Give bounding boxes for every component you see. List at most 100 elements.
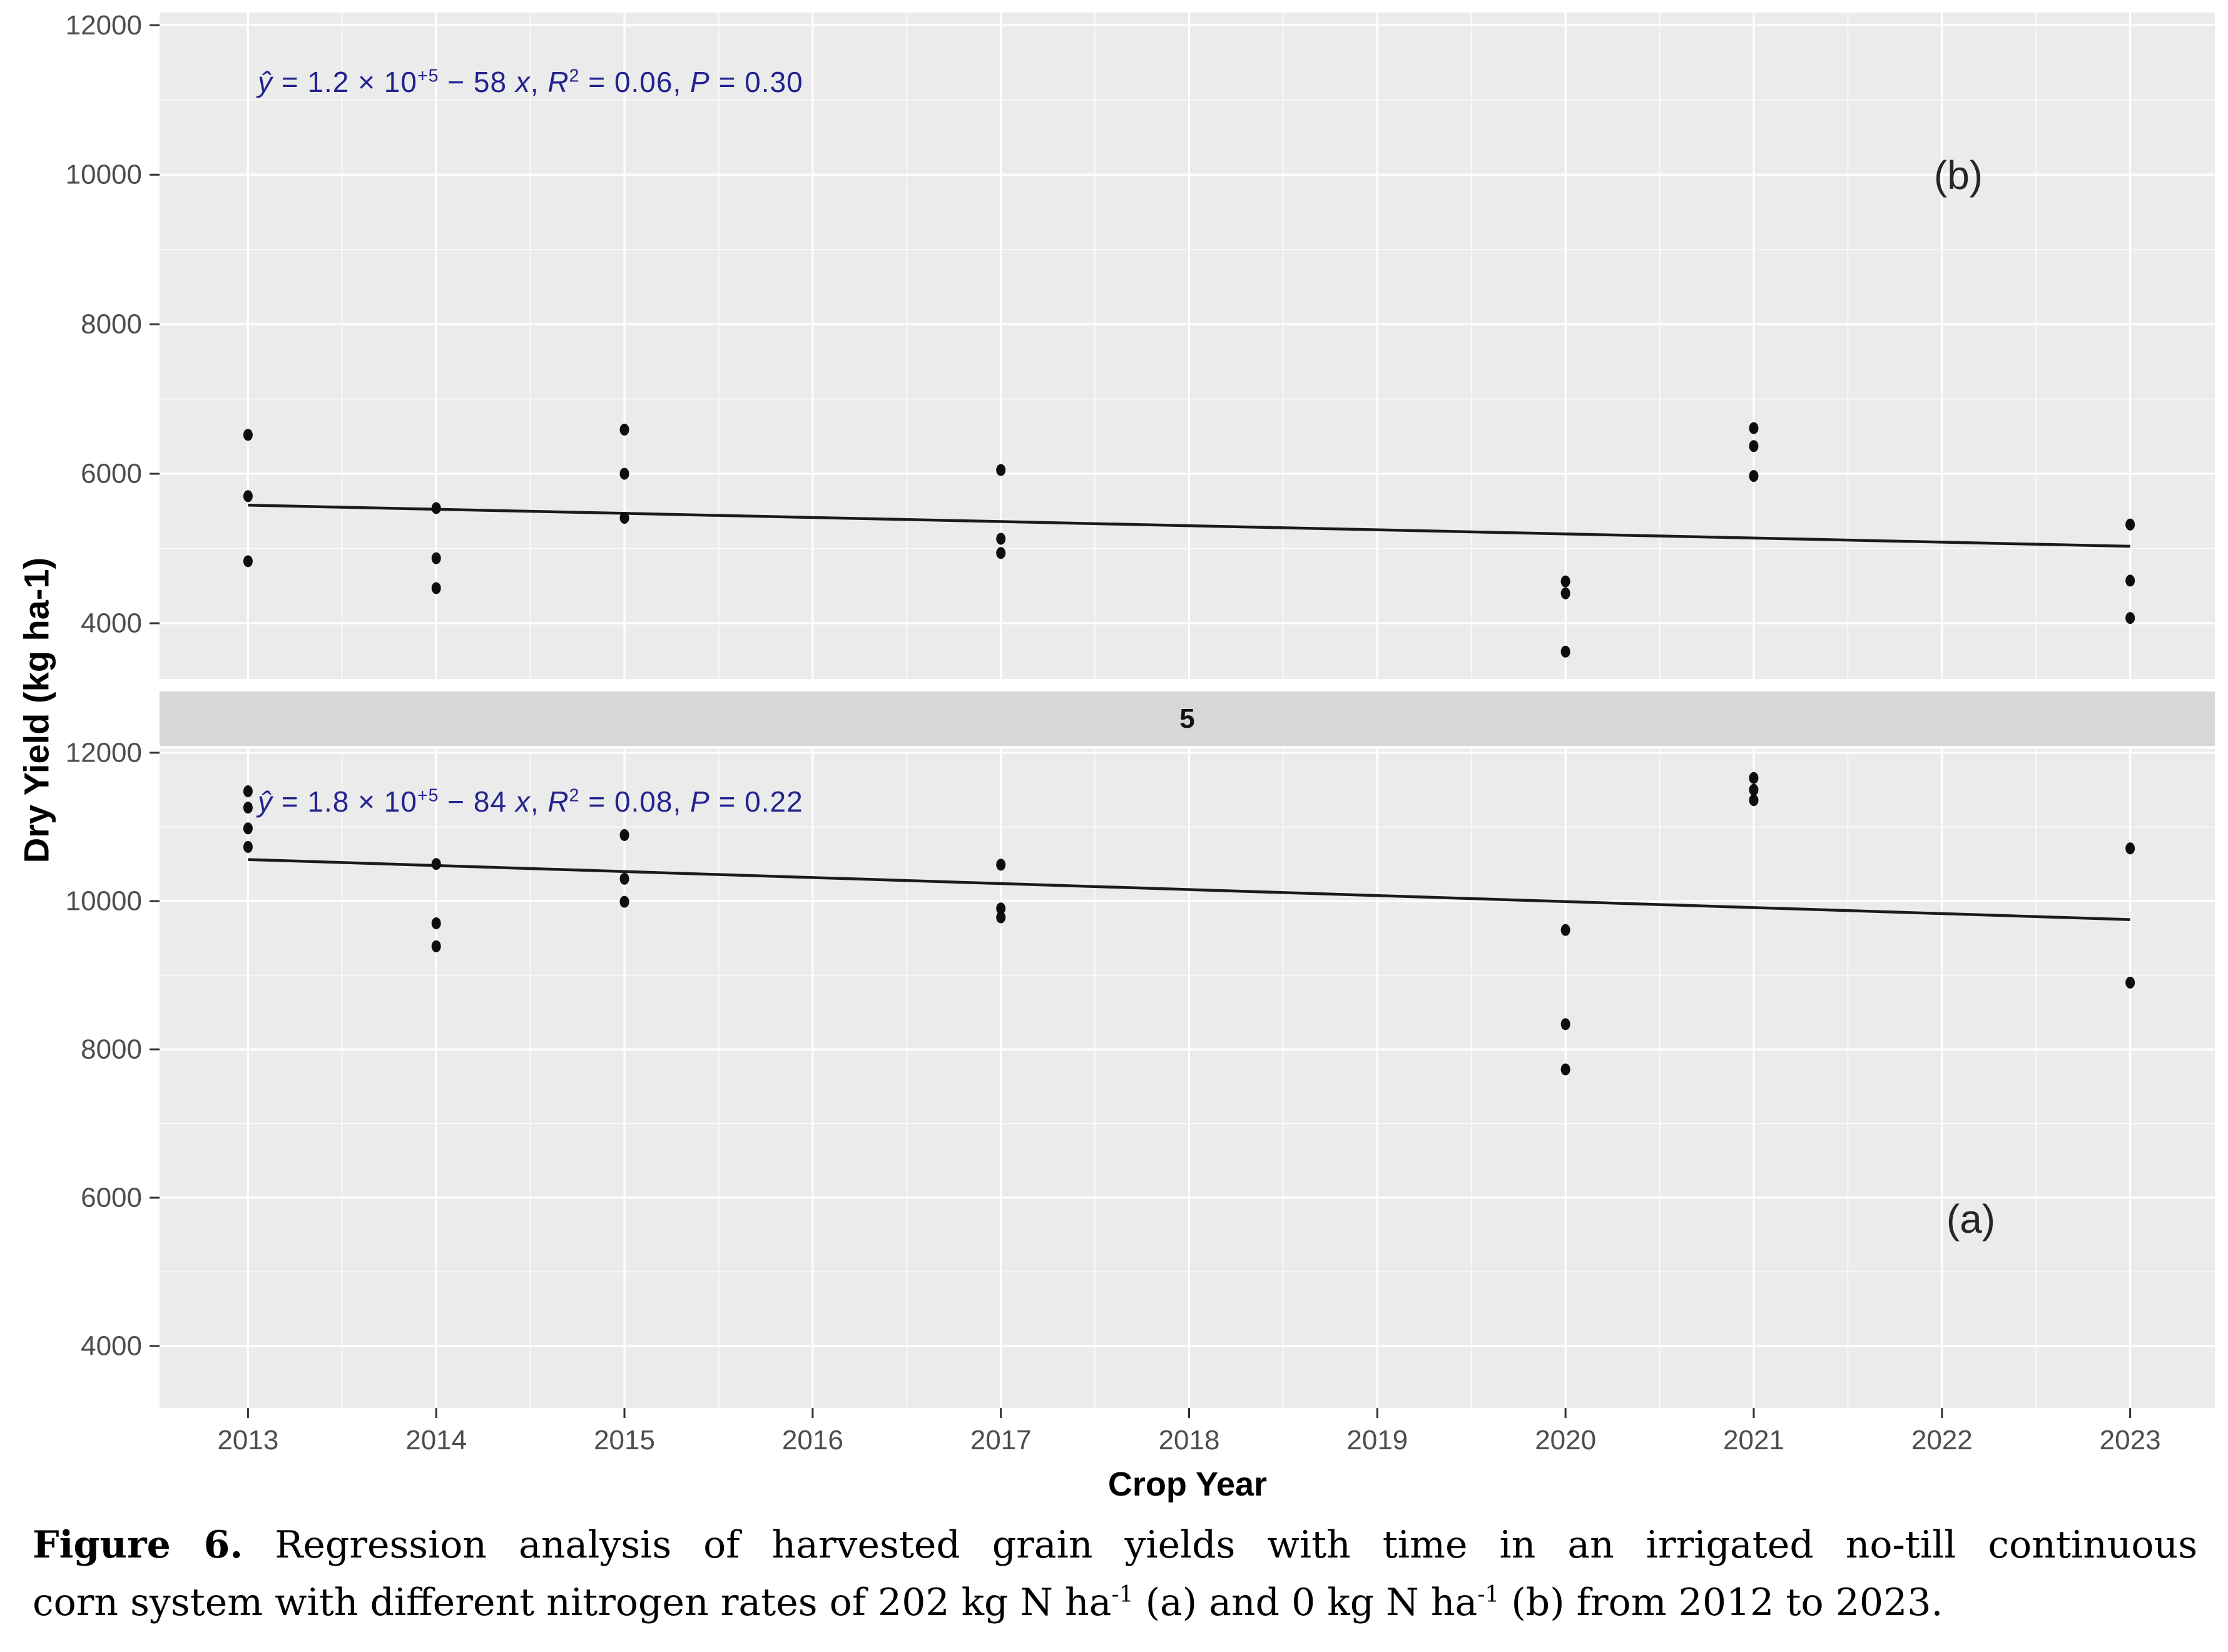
x-tick-label: 2018 bbox=[1159, 1425, 1220, 1456]
panel-a-y-tick-label: 6000 bbox=[81, 1183, 142, 1213]
panel-b-y-tick-label: 8000 bbox=[81, 309, 142, 340]
panel-b-data-point bbox=[243, 429, 253, 441]
text-run: 2 bbox=[569, 66, 580, 86]
panel-b-data-point bbox=[996, 533, 1006, 545]
x-tick-label: 2015 bbox=[594, 1425, 655, 1456]
panel-b-data-point bbox=[1749, 440, 1759, 452]
panel-b-data-point bbox=[996, 547, 1006, 559]
figure-caption: Figure 6. Regression analysis of harvest… bbox=[33, 1517, 2197, 1632]
text-run: − 84 bbox=[439, 785, 516, 818]
panel-a-background bbox=[160, 749, 2215, 1408]
panel-b-y-tick-label: 6000 bbox=[81, 459, 142, 489]
text-run: x bbox=[515, 66, 531, 98]
panel-a-y-tick-label: 4000 bbox=[81, 1331, 142, 1362]
panel-b-data-point bbox=[1560, 645, 1570, 658]
text-run: , bbox=[530, 66, 548, 98]
x-tick-label: 2020 bbox=[1535, 1425, 1596, 1456]
panel-a-data-point bbox=[1560, 1018, 1570, 1031]
panel-a-data-point bbox=[1560, 1063, 1570, 1076]
panel-label-b: (b) bbox=[1933, 153, 1983, 198]
text-run: ŷ bbox=[258, 66, 273, 98]
text-run: corn system with different nitrogen rate… bbox=[33, 1580, 1112, 1624]
panel-b-data-point bbox=[243, 490, 253, 502]
text-run: = 1.8 × 10 bbox=[273, 785, 417, 818]
panel-a-data-point bbox=[619, 895, 629, 908]
panel-b-data-point bbox=[996, 464, 1006, 476]
panel-a-data-point bbox=[996, 859, 1006, 871]
panel-a-data-point bbox=[431, 917, 441, 930]
panel-b-data-point bbox=[619, 424, 629, 436]
x-tick-label: 2017 bbox=[970, 1425, 1032, 1456]
text-run: Regression analysis of harvested grain y… bbox=[243, 1523, 2197, 1567]
panel-a-y-tick-label: 12000 bbox=[66, 737, 142, 768]
text-run: = 1.2 × 10 bbox=[273, 66, 417, 98]
text-run: (b) from 2012 to 2023. bbox=[1499, 1580, 1943, 1624]
panel-a-data-point bbox=[1560, 924, 1570, 936]
panel-a-data-point bbox=[619, 829, 629, 841]
panel-a-data-point bbox=[2125, 976, 2135, 989]
panel-b-data-point bbox=[1560, 587, 1570, 599]
panel-b-data-point bbox=[2125, 612, 2135, 625]
panel-a-y-tick-label: 10000 bbox=[66, 885, 142, 916]
text-run: R bbox=[547, 785, 569, 818]
panel-b-y-tick-label: 4000 bbox=[81, 608, 142, 639]
caption-line-2: corn system with different nitrogen rate… bbox=[33, 1574, 2197, 1632]
text-run: x bbox=[515, 785, 531, 818]
text-run: 2 bbox=[569, 785, 580, 806]
text-run: = 0.08, bbox=[579, 785, 691, 818]
text-run: -1 bbox=[1111, 1581, 1134, 1608]
regression-equation-panel-a: ŷ = 1.8 × 10+5 − 84 x, R2 = 0.08, P = 0.… bbox=[258, 785, 803, 818]
panel-a-data-point bbox=[243, 802, 253, 814]
panel-a-data-point bbox=[243, 840, 253, 853]
panel-b-data-point bbox=[431, 502, 441, 514]
panel-b-data-point bbox=[2125, 574, 2135, 587]
text-run: = 0.30 bbox=[710, 66, 803, 98]
regression-equation-panel-b: ŷ = 1.2 × 10+5 − 58 x, R2 = 0.06, P = 0.… bbox=[258, 65, 803, 99]
text-run: ŷ bbox=[258, 785, 273, 818]
text-run: -1 bbox=[1477, 1581, 1500, 1608]
text-run: +5 bbox=[417, 785, 439, 806]
facet-strip-label: 5 bbox=[1179, 703, 1195, 734]
panel-a-data-point bbox=[243, 785, 253, 798]
panel-b-data-point bbox=[1749, 470, 1759, 482]
x-tick-label: 2013 bbox=[217, 1425, 278, 1456]
x-tick-label: 2016 bbox=[782, 1425, 843, 1456]
x-tick-label: 2019 bbox=[1346, 1425, 1408, 1456]
panel-a-data-point bbox=[1749, 772, 1759, 784]
panel-b-data-point bbox=[1749, 422, 1759, 434]
panel-a-y-tick-label: 8000 bbox=[81, 1034, 142, 1064]
panel-b-y-tick-label: 10000 bbox=[66, 160, 142, 190]
panel-b-data-point bbox=[619, 467, 629, 480]
x-tick-label: 2021 bbox=[1723, 1425, 1784, 1456]
panel-b-data-point bbox=[243, 555, 253, 568]
text-run: , bbox=[530, 785, 548, 818]
text-run: (a) and 0 kg N ha bbox=[1133, 1580, 1478, 1624]
text-run: P bbox=[690, 785, 710, 818]
text-run: = 0.22 bbox=[710, 785, 803, 818]
text-run: − 58 bbox=[439, 66, 516, 98]
text-run: P bbox=[690, 66, 710, 98]
panel-b-data-point bbox=[431, 582, 441, 594]
panel-a-data-point bbox=[1749, 783, 1759, 796]
panel-a-data-point bbox=[1749, 794, 1759, 807]
panel-b-data-point bbox=[2125, 518, 2135, 531]
panel-b-data-point bbox=[431, 552, 441, 564]
panel-label-a: (a) bbox=[1946, 1196, 1996, 1242]
text-run: R bbox=[547, 66, 569, 98]
panel-a-data-point bbox=[2125, 842, 2135, 855]
x-tick-label: 2023 bbox=[2100, 1425, 2161, 1456]
panel-a-data-point bbox=[996, 902, 1006, 915]
panel-a-regression-line bbox=[248, 858, 2130, 921]
panel-a-data-point bbox=[996, 911, 1006, 924]
text-run: = 0.06, bbox=[579, 66, 691, 98]
panel-a-data-point bbox=[619, 872, 629, 885]
panel-a-data-point bbox=[431, 940, 441, 952]
panel-a-data-point bbox=[243, 822, 253, 835]
facet-strip bbox=[160, 691, 2215, 746]
panel-b-data-point bbox=[619, 512, 629, 524]
panel-b-y-tick-label: 12000 bbox=[66, 10, 142, 41]
text-run: +5 bbox=[417, 66, 439, 86]
panel-b-background bbox=[160, 13, 2215, 679]
